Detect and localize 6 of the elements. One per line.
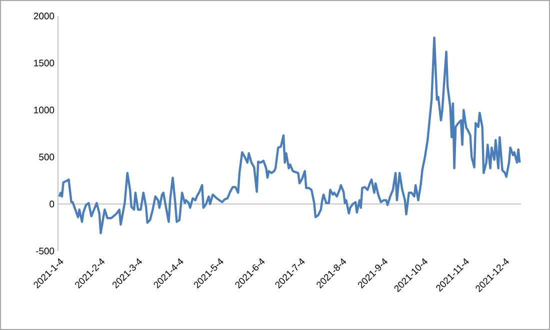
y-tick-label: 1000 <box>34 106 54 114</box>
y-tick-label: 500 <box>39 154 54 160</box>
y-tick-label: 0 <box>50 200 54 208</box>
y-tick-label: -500 <box>36 248 54 254</box>
y-tick-label: 1500 <box>34 60 54 66</box>
y-tick-label: 2000 <box>34 12 54 20</box>
